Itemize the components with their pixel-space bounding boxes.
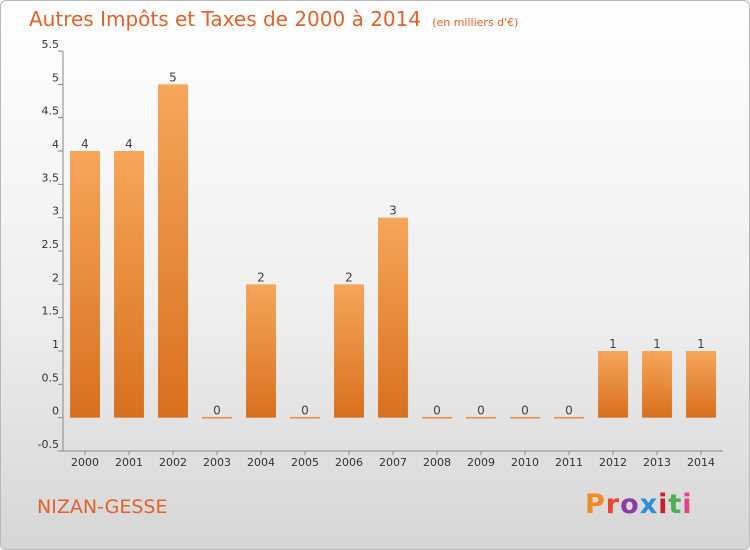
logo-letter: o (620, 489, 640, 520)
x-tick-label: 2005 (291, 456, 319, 469)
y-tick-label: 1 (52, 338, 59, 351)
bar (422, 416, 452, 419)
data-label: 0 (433, 404, 441, 418)
logo-letter: x (639, 489, 659, 520)
y-tick-label: 5.5 (42, 38, 60, 51)
x-tick-label: 2002 (159, 456, 187, 469)
x-tick-label: 2014 (687, 456, 715, 469)
bar (510, 416, 540, 419)
data-label: 2 (345, 270, 353, 284)
data-label: 0 (521, 404, 529, 418)
commune-name: NIZAN-GESSE (37, 496, 168, 518)
y-tick-label: 0.5 (42, 371, 60, 384)
bar (290, 416, 320, 419)
x-tick-label: 2001 (115, 456, 143, 469)
bar (378, 217, 408, 418)
bar (466, 416, 496, 419)
data-label: 0 (565, 404, 573, 418)
data-label: 1 (653, 337, 661, 351)
y-tick-label: 3.5 (42, 171, 60, 184)
x-tick-label: 2009 (467, 456, 495, 469)
logo-letter: i (658, 489, 669, 520)
y-tick-label: 1.5 (42, 305, 60, 318)
bar (202, 416, 232, 419)
logo-letter: t (668, 489, 683, 520)
x-tick-label: 2012 (599, 456, 627, 469)
y-tick-label: 4.5 (42, 105, 60, 118)
logo-letter: r (605, 489, 621, 520)
data-label: 4 (125, 137, 133, 151)
bar (686, 351, 716, 418)
y-tick-label: 3 (52, 205, 59, 218)
data-label: 4 (81, 137, 89, 151)
proxiti-logo[interactable]: Proxiti (585, 489, 693, 520)
y-tick-label: 2.5 (42, 238, 60, 251)
y-tick-label: -0.5 (38, 438, 59, 451)
x-tick-label: 2010 (511, 456, 539, 469)
x-tick-label: 2000 (71, 456, 99, 469)
x-tick-label: 2008 (423, 456, 451, 469)
bar (642, 351, 672, 418)
bar (114, 151, 144, 418)
data-label: 1 (697, 337, 705, 351)
x-tick-label: 2013 (643, 456, 671, 469)
bar (598, 351, 628, 418)
x-tick-label: 2004 (247, 456, 275, 469)
x-tick-label: 2006 (335, 456, 363, 469)
data-label: 1 (609, 337, 617, 351)
bar (158, 84, 188, 418)
data-label: 5 (169, 70, 177, 84)
bar (554, 416, 584, 419)
data-label: 2 (257, 270, 265, 284)
data-label: 0 (477, 404, 485, 418)
logo-letter: i (682, 489, 693, 520)
title-text: Autres Impôts et Taxes de 2000 à 2014 (29, 7, 422, 31)
data-label: 0 (301, 404, 309, 418)
y-tick-label: 0 (52, 405, 59, 418)
chart-title: Autres Impôts et Taxes de 2000 à 2014 (e… (29, 7, 518, 31)
bar (70, 151, 100, 418)
x-tick-label: 2011 (555, 456, 583, 469)
y-tick-label: 4 (52, 138, 59, 151)
logo-letter: P (585, 489, 606, 520)
bar (334, 284, 364, 418)
x-tick-label: 2003 (203, 456, 231, 469)
y-tick-label: 5 (52, 71, 59, 84)
y-tick-label: 2 (52, 271, 59, 284)
unit-text: (en milliers d'€) (432, 16, 519, 29)
data-label: 3 (389, 204, 397, 218)
x-tick-label: 2007 (379, 456, 407, 469)
data-label: 0 (213, 404, 221, 418)
bar (246, 284, 276, 418)
